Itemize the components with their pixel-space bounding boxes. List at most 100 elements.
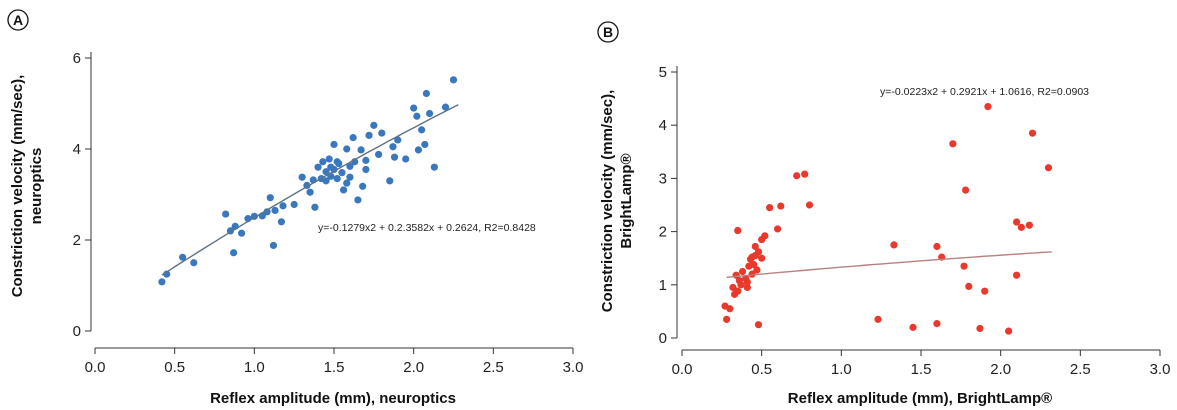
- panel-a-x-tick-label: 0.0: [85, 359, 106, 376]
- panel-b-data-point: [1013, 271, 1021, 279]
- panel-a-data-point: [362, 165, 370, 174]
- panel-a-data-point: [410, 104, 418, 112]
- panel-b-data-point: [761, 232, 769, 240]
- panel-a-data-point: [290, 200, 298, 209]
- panel-a-data-point: [230, 249, 238, 257]
- panel-a-data-point: [362, 156, 370, 164]
- panel-a-data-point: [319, 158, 327, 166]
- panel-b-x-tick-label: 1.0: [831, 361, 852, 378]
- panel-b-data-point: [774, 225, 782, 233]
- panel-b-trend-curve: [726, 251, 1052, 278]
- panel-a-data-point: [386, 177, 394, 185]
- panel-a-data-point: [190, 259, 198, 267]
- panel-b-x-tick-label: 2.0: [990, 361, 1011, 378]
- panel-a-data-point: [422, 89, 431, 98]
- panel-a-data-point: [394, 136, 402, 144]
- panel-b-data-point: [933, 320, 941, 328]
- panel-b-x-tick-label: 0.0: [672, 361, 693, 378]
- panel-b-data-point: [758, 254, 766, 262]
- panel-a-data-point: [279, 202, 287, 210]
- panel-b-x-tick-label: 2.5: [1070, 361, 1091, 378]
- panel-a-data-point: [370, 121, 378, 129]
- panel-a-data-point: [449, 76, 458, 84]
- panel-a-data-point: [349, 134, 357, 142]
- panel-b-data-point: [976, 324, 984, 333]
- panel-a-data-point: [269, 241, 278, 250]
- panel-a-data-point: [441, 103, 450, 111]
- panel-a-data-point: [330, 140, 338, 149]
- panel-a-data-point: [277, 218, 286, 226]
- panel-b-data-point: [933, 242, 941, 251]
- panel-b-data-point: [723, 315, 731, 323]
- panel-a-data-point: [426, 109, 434, 118]
- panel-b-x-tick-label: 3.0: [1150, 361, 1171, 378]
- panel-a-data-point: [306, 188, 314, 196]
- panel-a-trend-curve: [161, 104, 459, 276]
- panel-b-data-point: [1025, 221, 1033, 229]
- panel-a-data-point: [390, 153, 399, 161]
- panel-a-x-tick-label: 2.0: [403, 359, 424, 376]
- panel-b-data-point: [748, 270, 756, 278]
- panel-b-xlabel: Reflex amplitude (mm), BrightLamp®: [788, 390, 1052, 407]
- panel-a-data-point: [346, 173, 354, 181]
- panel-a-data-point: [389, 143, 397, 151]
- panel-b-data-point: [890, 241, 898, 249]
- panel-b-data-point: [754, 248, 763, 256]
- panel-b-data-point: [743, 278, 751, 286]
- panel-a-data-point: [343, 179, 351, 187]
- panel-b-data-point: [753, 266, 761, 274]
- panel-b-data-point: [874, 315, 882, 323]
- panel-a-data-point: [339, 186, 348, 194]
- panel-a-data-point: [413, 112, 421, 120]
- panel-a-data-point: [333, 158, 341, 166]
- panel-b-y-tick-label: 2: [659, 224, 667, 241]
- panel-b-data-point: [801, 170, 809, 178]
- panel-b-y-tick-label: 4: [659, 117, 667, 134]
- panel-a-plot: 0.0 0.5 1.0 1.5 2.0 2.5 3.0 0 2 4 6: [73, 50, 584, 376]
- panel-a-data-point: [179, 253, 187, 261]
- panel-a-x-tick-label: 1.5: [324, 359, 345, 376]
- panel-b-y-tick-label: 1: [659, 277, 667, 294]
- panel-a-y-tick-label: 0: [73, 323, 81, 340]
- panel-b-x-tick-label: 0.5: [751, 361, 772, 378]
- panel-b-plot: 0.0 0.5 1.0 1.5 2.0 2.5 3.0 0 1 2 3 4 5: [659, 64, 1171, 378]
- panel-a-x-tick-label: 2.5: [483, 359, 504, 376]
- panel-b-ylabel-line2: BrightLamp®: [618, 153, 635, 248]
- panel-b-letter: B: [603, 24, 613, 40]
- panel-a-data-point: [365, 131, 373, 139]
- panel-b-ylabel-line1: Constriction velocity (mm/sec),: [599, 90, 616, 313]
- panel-b-data-point: [909, 323, 917, 331]
- panel-a-data-point: [359, 182, 367, 190]
- panel-b-data-point: [748, 253, 756, 261]
- panel-a-data-point: [237, 229, 246, 237]
- panel-b-data-point: [793, 172, 801, 180]
- panel-a-data-point: [263, 208, 271, 216]
- panel-a-ylabel-line1: Constriction velocity (mm/sec),: [9, 75, 26, 298]
- panel-a-data-point: [311, 203, 319, 211]
- panel-b-data-point: [734, 226, 742, 235]
- panel-b-data-point: [960, 262, 968, 270]
- panel-a-data-point: [421, 140, 429, 149]
- panel-a-badge: [7, 9, 29, 31]
- panel-b-y-tick-label: 3: [659, 170, 667, 187]
- panel-b-equation: y=-0.0223x2 + 0.2921x + 1.0616, R2=0.090…: [880, 86, 1089, 98]
- panel-a: A Constriction velocity (mm/sec), neurop…: [7, 9, 584, 407]
- panel-b-data-point: [726, 305, 734, 313]
- panel-b-data-point: [751, 242, 759, 251]
- panel-b-data-point: [1005, 327, 1013, 335]
- panel-b-data-point: [750, 260, 758, 269]
- panel-a-data-point: [222, 210, 230, 218]
- panel-a-equation: y=-0.1279x2 + 0.2.3582x + 0.2624, R2=0.8…: [318, 222, 536, 234]
- panel-a-data-point: [343, 145, 351, 153]
- panel-b-data-point: [949, 140, 957, 148]
- panel-a-data-point: [430, 163, 438, 171]
- panel-b-data-point: [738, 267, 747, 276]
- panel-a-data-point: [378, 129, 386, 137]
- panel-a-data-point: [375, 150, 383, 159]
- panel-a-data-point: [322, 177, 330, 185]
- panel-b-data-point: [1044, 164, 1053, 172]
- panel-a-data-point: [298, 173, 306, 181]
- panel-a-data-point: [346, 162, 354, 170]
- panel-a-data-point: [333, 174, 341, 183]
